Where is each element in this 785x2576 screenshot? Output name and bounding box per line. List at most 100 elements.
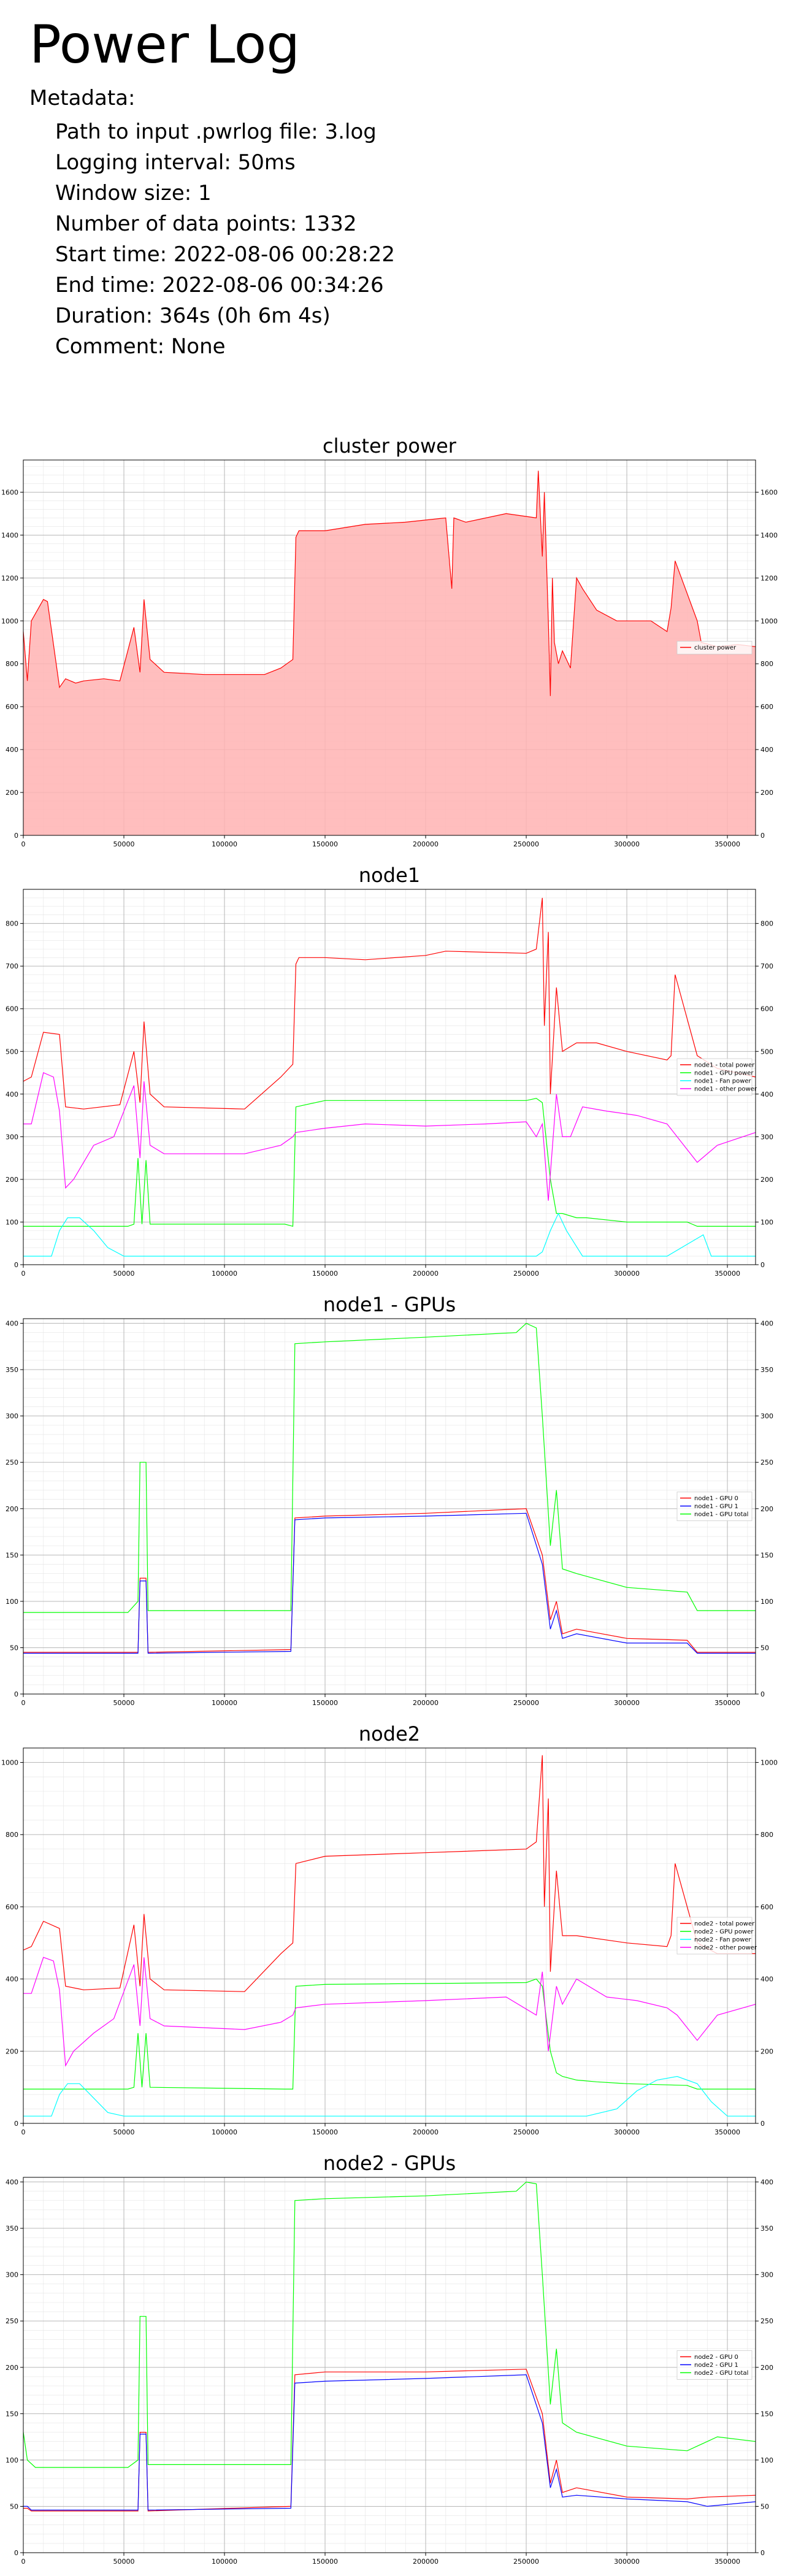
legend-label: node1 - other power (694, 1086, 757, 1093)
y-tick-label-left: 100 (6, 1598, 18, 1606)
y-tick-label-left: 200 (6, 1505, 18, 1513)
metadata-end-time: End time: 2022-08-06 00:34:26 (55, 273, 384, 297)
x-tick-label: 350000 (714, 2128, 740, 2136)
series-line-node1-gpu-0 (23, 1508, 756, 1653)
x-tick-label: 50000 (113, 2558, 135, 2566)
y-tick-label-right: 350 (760, 2225, 773, 2233)
metadata-heading: Metadata: (29, 86, 136, 110)
page-title: Power Log (29, 14, 300, 75)
y-tick-label-left: 600 (6, 1005, 18, 1013)
x-tick-label: 100000 (212, 2558, 237, 2566)
series-line-node2-gpu-power (23, 1978, 756, 2090)
legend-label: node2 - GPU 1 (694, 2362, 738, 2369)
y-tick-label-right: 200 (760, 789, 773, 797)
plot-frame (23, 889, 756, 1265)
x-tick-label: 350000 (714, 2558, 740, 2566)
y-tick-label-right: 400 (760, 2179, 773, 2187)
y-tick-label-right: 150 (760, 1551, 773, 1559)
legend-label: node1 - GPU 1 (694, 1503, 738, 1510)
metadata-comment: Comment: None (55, 334, 226, 359)
x-tick-label: 200000 (413, 2558, 438, 2566)
legend: cluster power (676, 641, 752, 654)
legend-label: node2 - Fan power (694, 1937, 752, 1944)
series-line-node2-other-power (23, 1957, 756, 2067)
x-tick-label: 200000 (413, 2128, 438, 2136)
x-tick-label: 350000 (714, 1270, 740, 1278)
metadata-start-time: Start time: 2022-08-06 00:28:22 (55, 242, 396, 267)
series-line-node2-fan-power (23, 2076, 756, 2117)
y-tick-label-left: 0 (14, 1261, 18, 1269)
plot-frame (23, 1318, 756, 1695)
legend-label: node1 - Fan power (694, 1078, 752, 1085)
metadata-duration: Duration: 364s (0h 6m 4s) (55, 304, 331, 328)
y-tick-label-right: 800 (760, 660, 773, 668)
y-tick-label-right: 500 (760, 1048, 773, 1056)
x-tick-label: 300000 (614, 1270, 640, 1278)
x-tick-label: 150000 (312, 1270, 338, 1278)
series-line-node1-gpu-power (23, 1098, 756, 1227)
y-tick-label-left: 200 (6, 2047, 18, 2055)
x-tick-label: 150000 (312, 840, 338, 848)
y-tick-label-left: 1000 (1, 617, 18, 625)
x-tick-label: 0 (21, 2128, 26, 2136)
y-tick-label-right: 350 (760, 1366, 773, 1374)
metadata-input-file: Path to input .pwrlog file: 3.log (55, 120, 377, 144)
series-line-node2-gpu-1 (23, 2374, 756, 2511)
y-tick-label-right: 0 (760, 2120, 765, 2128)
x-tick-label: 250000 (513, 2558, 539, 2566)
y-tick-label-left: 1600 (1, 488, 18, 496)
y-tick-label-right: 400 (760, 746, 773, 754)
y-tick-label-left: 300 (6, 2271, 18, 2279)
y-tick-label-left: 400 (6, 746, 18, 754)
legend-label: node1 - GPU total (694, 1511, 748, 1518)
metadata-window-size: Window size: 1 (55, 181, 212, 205)
x-tick-label: 350000 (714, 840, 740, 848)
y-tick-label-right: 800 (760, 920, 773, 928)
y-tick-label-left: 400 (6, 1320, 18, 1328)
y-tick-label-left: 400 (6, 2179, 18, 2187)
series-line-node2-gpu-total (23, 2181, 756, 2468)
x-tick-label: 150000 (312, 2128, 338, 2136)
y-tick-label-left: 800 (6, 1831, 18, 1839)
y-tick-label-right: 0 (760, 1690, 765, 1698)
y-tick-label-right: 1600 (760, 488, 778, 496)
series-line-node2-gpu-0 (23, 2369, 756, 2512)
y-tick-label-right: 600 (760, 1903, 773, 1911)
y-tick-label-left: 1200 (1, 574, 18, 582)
y-tick-label-left: 800 (6, 920, 18, 928)
legend-label: node1 - GPU power (694, 1070, 754, 1077)
x-tick-label: 0 (21, 1699, 26, 1707)
chart-title: node1 - GPUs (323, 1293, 456, 1316)
y-tick-label-left: 0 (14, 2120, 18, 2128)
y-tick-label-right: 1200 (760, 574, 778, 582)
y-tick-label-right: 100 (760, 1598, 773, 1606)
y-tick-label-left: 200 (6, 789, 18, 797)
legend-label: node1 - GPU 0 (694, 1495, 738, 1502)
chart-title: cluster power (323, 434, 457, 458)
y-tick-label-right: 1000 (760, 1759, 778, 1767)
metadata-data-points: Number of data points: 1332 (55, 212, 357, 236)
plot-frame (23, 459, 756, 836)
y-tick-label-right: 1000 (760, 617, 778, 625)
x-tick-label: 200000 (413, 840, 438, 848)
y-tick-label-left: 300 (6, 1133, 18, 1141)
y-tick-label-right: 700 (760, 962, 773, 970)
x-tick-label: 50000 (113, 1270, 135, 1278)
y-tick-label-right: 0 (760, 1261, 765, 1269)
y-tick-label-left: 700 (6, 962, 18, 970)
x-tick-label: 250000 (513, 1699, 539, 1707)
y-tick-label-right: 200 (760, 2364, 773, 2372)
y-tick-label-right: 1400 (760, 531, 778, 539)
x-tick-label: 200000 (413, 1699, 438, 1707)
y-tick-label-right: 300 (760, 2271, 773, 2279)
metadata-list: Path to input .pwrlog file: 3.log Loggin… (55, 117, 395, 362)
y-tick-label-right: 250 (760, 1459, 773, 1466)
series-line-node1-gpu-1 (23, 1512, 756, 1654)
y-tick-label-right: 300 (760, 1413, 773, 1420)
